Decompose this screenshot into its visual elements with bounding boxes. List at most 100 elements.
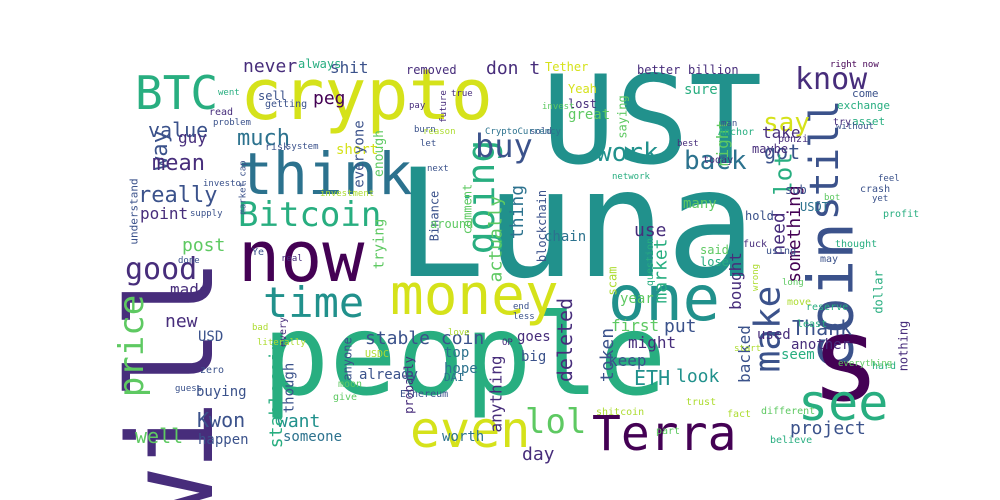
word-said: said [700, 243, 729, 257]
word-everything: everything [838, 359, 893, 369]
word-dollar: dollar [871, 269, 886, 314]
word-might: might [628, 333, 677, 352]
word-seem: seem [781, 347, 815, 363]
word-kwon: Kwon [197, 408, 246, 432]
word-point: point [140, 204, 189, 223]
word-part: part [656, 426, 681, 437]
word-done: done [178, 256, 200, 266]
word-try: try [833, 117, 852, 128]
word-shitcoin: shitcoin [596, 407, 645, 418]
word-luna: Luna [395, 138, 757, 312]
word-burn: burn [414, 125, 436, 135]
word-crash: crash [860, 184, 891, 195]
word-best: best [677, 139, 699, 149]
word-profit: profit [883, 209, 920, 220]
word-getting: getting [265, 99, 308, 110]
word-price: price [112, 294, 153, 398]
word-right-now: right now [830, 60, 879, 70]
word-better: better [637, 63, 681, 77]
word-literally: literally [257, 338, 306, 348]
word-value: value [148, 118, 209, 142]
word-cryptocurrency: CryptoCurrency [485, 127, 561, 137]
word-good: good [125, 252, 198, 287]
word-lost: lost [568, 97, 597, 111]
word-invest: invest [542, 102, 575, 112]
word-hold: hold [745, 209, 774, 223]
word-stable-coin: stable coin [365, 328, 485, 349]
word-anchor: Anchor [718, 127, 755, 138]
word-believe: believe [770, 435, 813, 446]
word-terra: Terra [592, 406, 737, 462]
word-maybe: maybe [752, 142, 789, 156]
word-btc: BTC [135, 66, 219, 120]
word-thought: thought [835, 239, 878, 250]
word-though: though [280, 362, 297, 413]
word-short: short [336, 142, 379, 158]
word-day: day [522, 444, 555, 465]
word-different: different [761, 406, 816, 417]
word-now: now [238, 216, 365, 298]
word-blockchain: blockchain [535, 189, 550, 263]
word-backed: backed [734, 325, 754, 383]
word-long: long [782, 278, 804, 288]
word-everyone: everyone [351, 119, 368, 188]
word-end: end [513, 302, 530, 312]
word-bad: bad [252, 323, 269, 333]
word-year: year [620, 291, 654, 307]
word-network: network [612, 172, 650, 182]
word-shit: shit [330, 58, 369, 77]
word-deleted: deleted [553, 297, 578, 383]
word-let: let [420, 139, 437, 149]
word-ponzi: ponzi [778, 134, 809, 145]
word-thank: Thank [792, 316, 853, 340]
word-goes: goes [517, 329, 551, 345]
word-think: think [238, 140, 413, 208]
word-dai: DAI [444, 371, 464, 384]
word-today: today [703, 155, 734, 166]
word-know: know [795, 62, 868, 97]
word-sell: sell [258, 89, 287, 103]
word-don-t: don t [486, 58, 541, 79]
word-always: always [298, 57, 342, 71]
word-someone: someone [283, 429, 343, 445]
word-using: using [766, 246, 797, 257]
word-yeah: Yeah [568, 82, 597, 96]
word-made: made [170, 280, 209, 299]
word-saying: saying [615, 94, 630, 139]
word-s: s [810, 290, 882, 428]
word-project: project [790, 418, 866, 439]
word-used: used [757, 327, 791, 343]
word-supply: supply [190, 209, 223, 219]
word-next: next [427, 164, 449, 174]
word-reserve: reserve [806, 302, 849, 313]
word-work: work [596, 138, 659, 168]
word-real: real [281, 254, 303, 264]
word-want: want [277, 411, 321, 432]
word-yet: yet [872, 194, 889, 204]
word-trust: trust [686, 397, 717, 408]
word-future: future [438, 90, 449, 123]
word-buy: buy [475, 127, 533, 165]
word-take: take [762, 123, 801, 142]
word-got: got [764, 140, 801, 164]
word-give: give [333, 392, 358, 403]
word-new: new [165, 311, 198, 332]
word-fact: fact [727, 409, 752, 420]
word-post: post [182, 235, 226, 256]
word-many: many [683, 196, 717, 212]
word-even: even [410, 401, 531, 459]
word-pay: pay [409, 101, 426, 111]
word-less: less [513, 312, 535, 322]
word-usdt: USDT [800, 200, 829, 214]
word-man: man [721, 119, 738, 129]
word-exchange: exchange [837, 99, 890, 112]
word-ust: UST [542, 50, 763, 192]
word-crypto: crypto [240, 54, 493, 136]
word-move: move [787, 297, 812, 308]
word-hope: hope [444, 361, 478, 377]
word-put: put [664, 316, 697, 337]
word-investor: investor [203, 179, 247, 189]
word-sub: sub [785, 183, 807, 197]
word-sure: sure [684, 82, 718, 98]
